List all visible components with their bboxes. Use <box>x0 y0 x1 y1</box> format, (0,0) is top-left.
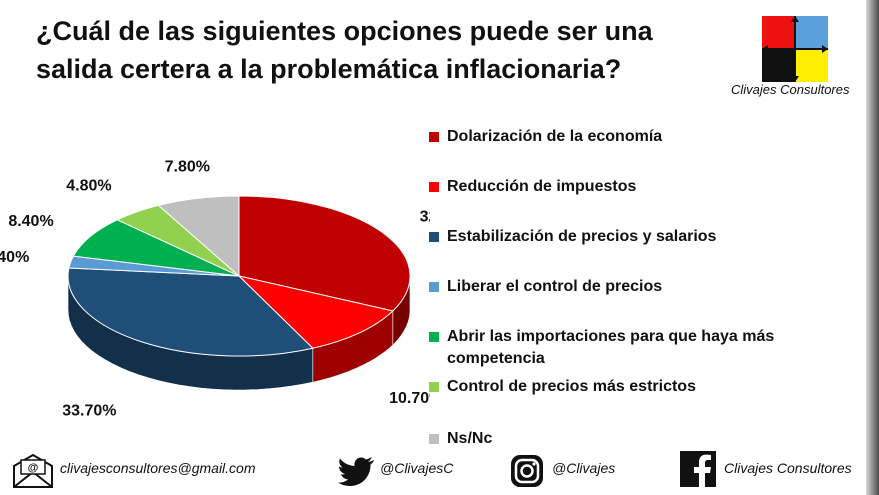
legend-item: Ns/Nc <box>429 428 849 450</box>
email-icon: @ <box>13 454 53 488</box>
pie-value-label: 2.40% <box>0 249 29 266</box>
legend-item: Abrir las importaciones para que haya má… <box>429 326 849 370</box>
pie-value-label: 4.80% <box>66 178 111 195</box>
chart-title: ¿Cuál de las siguientes opciones puede s… <box>36 16 653 84</box>
facebook-name: Clivajes Consultores <box>724 460 852 476</box>
pie-slice-4 <box>72 219 240 277</box>
instagram-handle: @Clivajes <box>552 460 616 476</box>
footer-instagram: @Clivajes <box>510 454 660 488</box>
facebook-icon <box>680 451 716 487</box>
pie-slice-2 <box>67 267 314 357</box>
pie-value-label: 10.70% <box>389 390 430 407</box>
email-text: clivajesconsultores@gmail.com <box>60 460 256 476</box>
legend-item: Liberar el control de precios <box>429 276 849 298</box>
pie-chart: 32.20% 10.70% 33.70% 2.40% 8.40% 4.80% 7.80% <box>0 158 430 419</box>
slide-edge <box>866 0 879 495</box>
pie-value-label: 32.20% <box>420 209 430 226</box>
pie-label-layer: 32.20% 10.70% 33.70% 2.40% 8.40% 4.80% 7.80% <box>0 158 430 419</box>
legend-label: Control de precios más estrictos <box>447 378 696 395</box>
pie-value-label: 8.40% <box>8 213 53 230</box>
legend-label: Estabilización de precios y salarios <box>447 228 717 245</box>
legend-label: Dolarización de la economía <box>447 128 663 145</box>
footer-facebook: Clivajes Consultores <box>680 451 866 488</box>
legend-swatch <box>429 332 439 342</box>
legend-label: Ns/Nc <box>447 430 493 447</box>
legend-item: Estabilización de precios y salarios <box>429 226 849 248</box>
footer-twitter: @ClivajesC <box>338 454 488 488</box>
legend-label: Liberar el control de precios <box>447 278 663 295</box>
footer-email: @ clivajesconsultores@gmail.com <box>12 454 312 488</box>
pie-slice-6 <box>157 195 240 278</box>
brand-name: Clivajes Consultores <box>731 82 850 97</box>
legend-swatch <box>429 182 439 192</box>
legend-swatch <box>429 132 439 142</box>
legend-item: Dolarización de la economía <box>429 126 849 148</box>
instagram-icon <box>511 455 543 487</box>
legend-swatch <box>429 434 439 444</box>
legend-label: Reducción de impuestos <box>447 178 637 195</box>
legend-swatch <box>429 282 439 292</box>
twitter-handle: @ClivajesC <box>380 460 454 476</box>
pie-top-layer <box>67 195 411 357</box>
svg-text:@: @ <box>28 462 39 474</box>
legend-swatch <box>429 232 439 242</box>
brand-logo-icon <box>762 16 828 82</box>
pie-value-label: 33.70% <box>62 402 116 419</box>
legend-item: Control de precios más estrictos <box>429 376 849 398</box>
legend-item: Reducción de impuestos <box>429 176 849 198</box>
pie-value-label: 7.80% <box>165 158 210 175</box>
footer: @ clivajesconsultores@gmail.com @Clivaje… <box>0 446 866 495</box>
legend-swatch <box>429 382 439 392</box>
pie-slice-0 <box>238 195 411 312</box>
pie-slice-1 <box>237 275 394 349</box>
legend-label: Abrir las importaciones para que haya má… <box>447 328 775 367</box>
twitter-bird-icon <box>338 457 374 486</box>
